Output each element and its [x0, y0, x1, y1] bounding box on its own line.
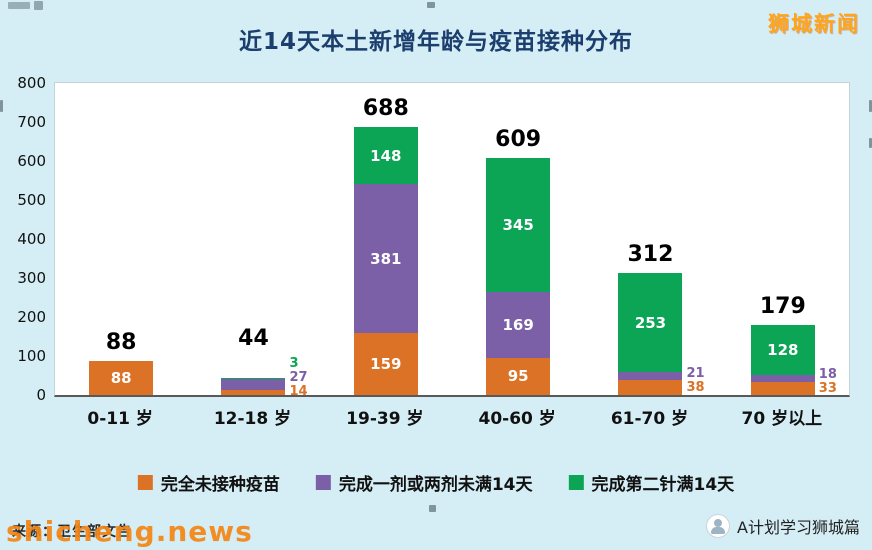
- y-tick-label: 100: [17, 347, 46, 365]
- stacked-bar: [221, 377, 286, 395]
- legend-item: 完全未接种疫苗: [137, 470, 280, 495]
- edge-artifact: [869, 138, 872, 148]
- y-axis: 0 100 200 300 400 500 600 700 800: [12, 75, 54, 403]
- wechat-account-icon: [706, 514, 731, 538]
- x-tick-label: 0-11 岁: [87, 409, 153, 429]
- bar-total: 88: [105, 329, 137, 355]
- bar-group: 14 27 3 44: [187, 83, 319, 399]
- y-tick-label: 400: [17, 230, 46, 248]
- bar-segment: 88: [89, 360, 154, 395]
- y-tick-label: 500: [17, 191, 46, 209]
- brand-logo: 狮城新闻: [768, 12, 860, 36]
- y-tick-label: 300: [17, 269, 46, 287]
- bar-segment: 381: [353, 184, 418, 333]
- bar-segment: [221, 379, 286, 390]
- bar-segment: [221, 389, 286, 395]
- bar-segment: [618, 372, 683, 381]
- bar-segment: 159: [353, 333, 418, 395]
- bar-segment: [750, 382, 815, 395]
- chart-area: 0 100 200 300 400 500 600 700 800 88 88 14 27 3 44 159…: [12, 75, 850, 403]
- side-value-label: 14: [289, 384, 308, 400]
- plot-area: 88 88 14 27 3 44 159 381 148 688 95 169 345 609 253 38 2…: [54, 82, 850, 399]
- x-axis: 0-11 岁 12-18 岁 19-39 岁 40-60 岁 61-70 岁 70 岁以上: [54, 404, 848, 429]
- side-value-label: 33: [818, 380, 837, 396]
- bar-group: 128 33 18 179: [717, 83, 849, 395]
- legend-swatch: [315, 475, 331, 490]
- bar-total: 312: [627, 242, 674, 268]
- bar-segment: 148: [353, 126, 418, 185]
- footer-account-label: A计划学习狮城篇: [737, 518, 860, 537]
- bar-total: 179: [759, 294, 806, 320]
- edge-artifact: [34, 1, 43, 10]
- stacked-bar: 253: [618, 273, 683, 395]
- bar-segment: 169: [486, 292, 551, 358]
- edge-artifact: [8, 2, 30, 9]
- x-tick-label: 12-18 岁: [213, 409, 292, 429]
- y-tick-label: 800: [17, 74, 46, 92]
- chart-legend: 完全未接种疫苗 完成一剂或两剂未满14天 完成第二针满14天: [137, 470, 735, 495]
- bar-segment: 253: [618, 273, 683, 372]
- watermark: shicheng.news: [6, 515, 253, 548]
- bar-segment: 128: [750, 325, 815, 376]
- legend-swatch: [137, 475, 153, 490]
- bar-total: 44: [238, 326, 269, 352]
- stacked-bar: 128: [750, 325, 815, 395]
- side-value-label: 18: [818, 366, 837, 382]
- y-tick-label: 0: [36, 386, 46, 404]
- side-value-label: 21: [686, 365, 705, 381]
- bar-total: 688: [362, 95, 409, 121]
- bar-segment: [618, 380, 683, 395]
- bar-group: 88 88: [55, 83, 187, 395]
- footer-account: A计划学习狮城篇: [706, 514, 860, 538]
- y-tick-label: 700: [17, 113, 46, 131]
- legend-label: 完成一剂或两剂未满14天: [338, 475, 533, 495]
- edge-artifact: [429, 505, 436, 512]
- bar-total: 609: [495, 126, 542, 152]
- bar-group: 159 381 148 688: [320, 83, 452, 395]
- legend-item: 完成一剂或两剂未满14天: [315, 470, 533, 495]
- source-note: 来源：卫生部文告: [12, 524, 132, 540]
- bar-group: 95 169 345 609: [452, 83, 584, 395]
- legend-label: 完成第二针满14天: [591, 475, 735, 495]
- bar-segment: 95: [486, 357, 551, 395]
- stacked-bar: 88: [89, 360, 154, 395]
- edge-artifact: [0, 100, 3, 112]
- y-tick-label: 200: [17, 308, 46, 326]
- stacked-bar: 159 381 148: [353, 126, 418, 395]
- chart-title: 近14天本土新增年龄与疫苗接种分布: [238, 29, 633, 55]
- edge-artifact: [427, 2, 435, 8]
- side-value-label: 27: [289, 370, 308, 386]
- legend-label: 完全未接种疫苗: [160, 475, 280, 495]
- side-value-label: 3: [289, 356, 299, 372]
- legend-item: 完成第二针满14天: [568, 470, 735, 495]
- y-tick-label: 600: [17, 152, 46, 170]
- bar-segment: 345: [486, 157, 551, 293]
- bar-segment: [750, 375, 815, 383]
- bar-group: 253 38 21 312: [584, 83, 716, 395]
- x-tick-label: 40-60 岁: [478, 409, 556, 429]
- side-value-label: 38: [686, 379, 705, 395]
- x-tick-label: 70 岁以上: [741, 409, 823, 429]
- x-tick-label: 61-70 岁: [610, 409, 689, 429]
- bar-segment: [221, 377, 286, 380]
- x-tick-label: 19-39 岁: [346, 409, 424, 429]
- edge-artifact: [869, 100, 872, 112]
- stacked-bar: 95 169 345: [486, 157, 551, 395]
- legend-swatch: [568, 475, 584, 490]
